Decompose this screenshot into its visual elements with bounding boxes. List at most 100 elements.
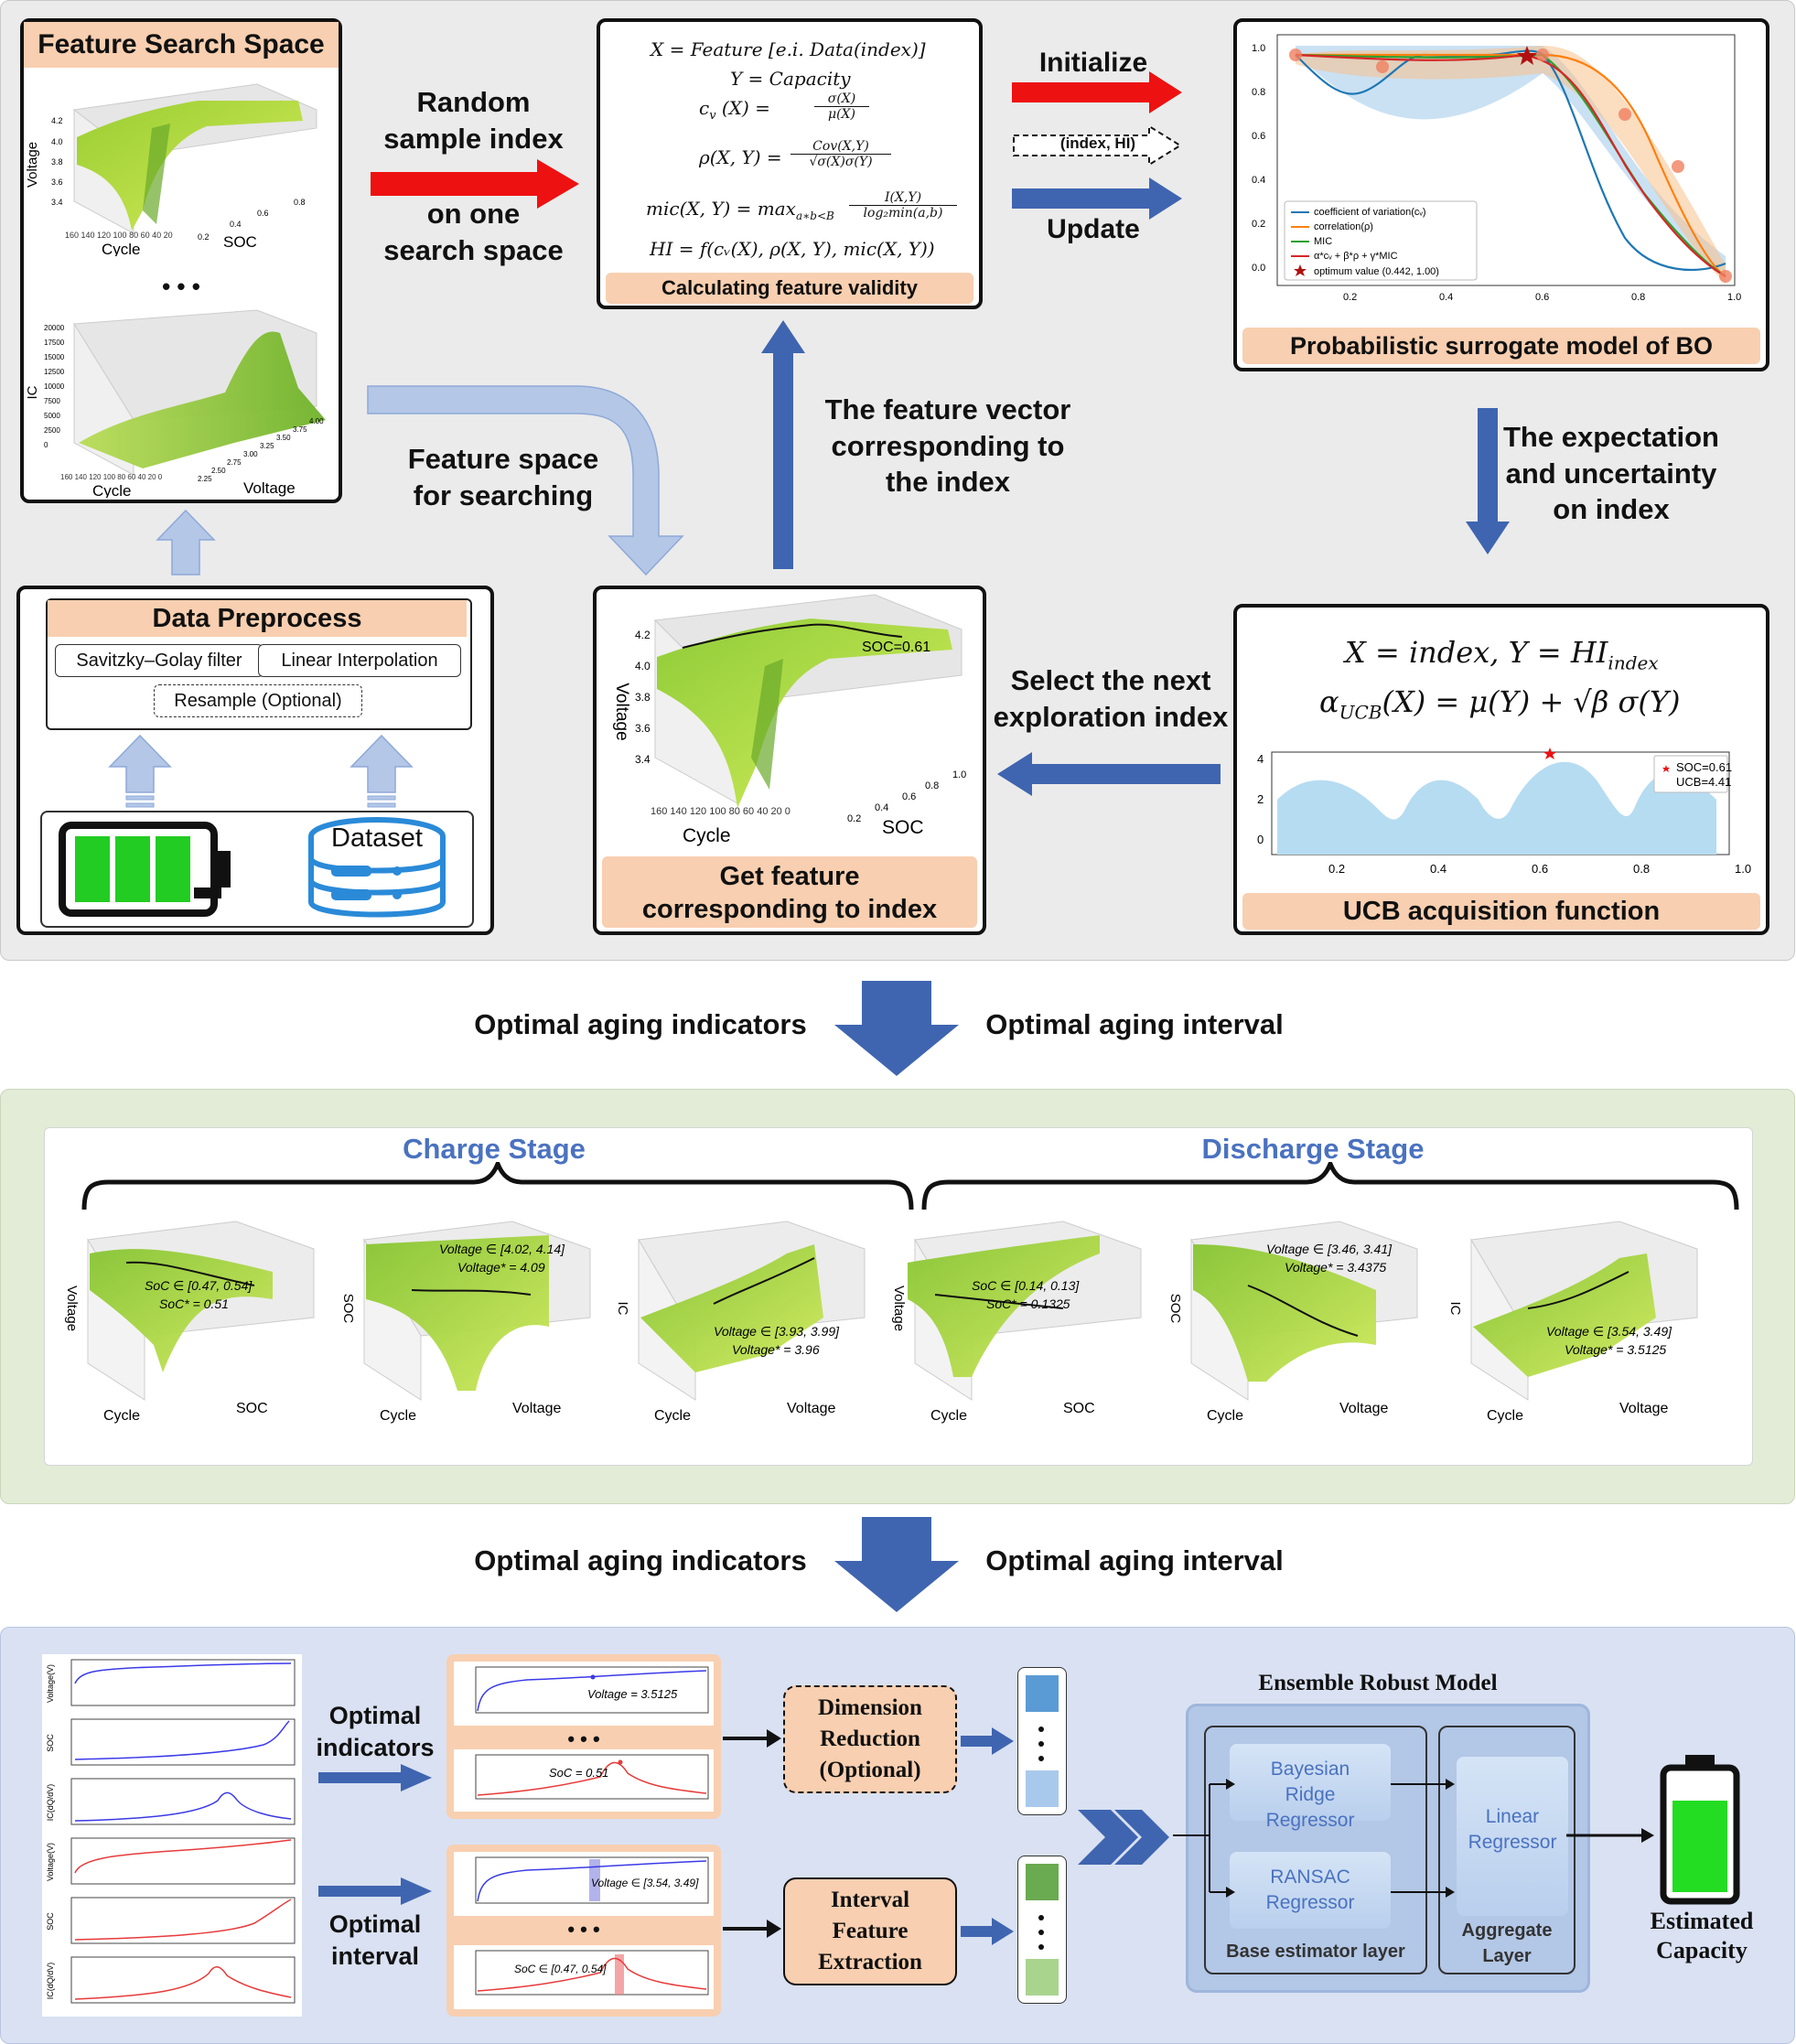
curve-plot-5-ylabel: SOC — [46, 1912, 55, 1931]
transition1-left: Optimal aging indicators — [474, 1008, 807, 1040]
stage-plot-3-zlabel: IC — [615, 1302, 630, 1316]
base-estimator-frame — [1204, 1726, 1427, 1974]
dataset-icon — [308, 817, 446, 918]
search-space-plot-ic: IC Cycle Voltage 160 140 120 100 80 60 4… — [25, 309, 326, 498]
bo-xtick-0: 0.2 — [1343, 292, 1357, 303]
curve-plot-1: Voltage(V) — [46, 1659, 296, 1706]
select-next-line1: Select the next — [1010, 664, 1211, 696]
ucb-curve — [1277, 761, 1716, 855]
random-sample-line1: Random — [416, 86, 531, 118]
selected-voltage-text: Voltage = 3.5125 — [587, 1687, 678, 1701]
stage-plot-1-xlabel: Cycle — [103, 1408, 140, 1424]
bayesian-ridge-box: Bayesian Ridge Regressor — [1230, 1744, 1391, 1831]
estimated-line1: Estimated — [1650, 1908, 1754, 1934]
bo-line-combo — [1295, 53, 1726, 277]
stage-plot-1-ann1: SoC ∈ [0.47, 0.54] — [145, 1278, 253, 1293]
stage-plot-2-ann2: Voltage* = 4.09 — [457, 1260, 545, 1275]
gf-zt1: 4.0 — [635, 660, 651, 672]
interval-voltage-text: Voltage ∈ [3.54, 3.49] — [591, 1877, 699, 1889]
select-next-line2: exploration index — [993, 700, 1229, 733]
aggregate-frame — [1438, 1726, 1576, 1974]
ic-yt1: 2.50 — [211, 467, 226, 475]
bo-xtick-4: 1.0 — [1727, 292, 1741, 303]
transition1-arrow — [834, 981, 959, 1076]
random-sample-line2: sample index — [383, 122, 564, 155]
feature-vector-line3: the index — [885, 466, 1011, 499]
bo-legend-mic: MIC — [1314, 236, 1332, 247]
discharge-stage-title: Discharge Stage — [1201, 1133, 1425, 1165]
bo-legend-combo: α*cᵥ + β*ρ + γ*MIC — [1314, 251, 1398, 262]
index-hi-label: (index, HI) — [1059, 134, 1136, 152]
random-sample-line3: on one — [426, 198, 521, 230]
get-feature-soc-line — [682, 623, 903, 649]
calc-validity-box: X = Feature [e.i. Data(index)] Y = Capac… — [597, 18, 983, 309]
curve-plot-6: IC(dQ/dV) — [46, 1956, 296, 2004]
get-feature-xticks: 160 140 120 100 80 60 40 20 0 — [651, 806, 790, 817]
resample-chip: Resample (Optional) — [154, 684, 362, 717]
stage-plot-5-ylabel: Voltage — [1339, 1401, 1388, 1416]
dimension-line2: Reduction — [820, 1727, 920, 1751]
bo-ytick-3: 0.4 — [1252, 175, 1265, 186]
gf-yt1: 0.4 — [875, 802, 888, 813]
select-next-label: Select the next exploration index — [983, 662, 1239, 735]
curve-plot-2-ylabel: SOC — [46, 1734, 55, 1752]
ucb-eq1-sub: index — [1608, 651, 1659, 674]
stage-plot-5-xlabel: Cycle — [1207, 1408, 1243, 1424]
savitzky-golay-chip: Savitzky–Golay filter — [55, 644, 263, 677]
eq-cv-num: σ(X) — [814, 91, 869, 107]
ic-yt7: 4.00 — [309, 417, 324, 425]
eq-cv-lhs: c — [699, 97, 710, 119]
stage-plot-6-zlabel: IC — [1447, 1302, 1463, 1316]
ransac-box: RANSAC Regressor — [1230, 1852, 1391, 1929]
gf-zt4: 3.4 — [635, 753, 651, 766]
feature-search-space-title: Feature Search Space — [24, 22, 339, 68]
feature-vector-up-arrow — [761, 320, 805, 569]
ic-zt1: 17500 — [44, 339, 65, 347]
estimated-capacity-label: Estimated Capacity — [1619, 1907, 1784, 1965]
expectation-line3: on index — [1553, 493, 1670, 526]
bo-yticks: 1.0 0.8 0.6 0.4 0.2 0.0 — [1252, 43, 1265, 274]
aggregate-label: Aggregate Layer — [1461, 1920, 1553, 1966]
stage-plot-1-zlabel: Voltage — [64, 1286, 80, 1331]
interval-feature-line3: Extraction — [818, 1950, 922, 1974]
eq-rho: ρ(X, Y) = Cov(X,Y) √σ(X)σ(Y) — [699, 139, 891, 187]
bo-ytick-4: 0.2 — [1252, 219, 1265, 230]
stage-plot-3-ann2: Voltage* = 3.96 — [732, 1342, 820, 1357]
random-sample-label: Random sample index — [352, 84, 595, 156]
expectation-line1: The expectation — [1503, 421, 1719, 453]
interval-feature-box: Interval Feature Extraction — [783, 1877, 957, 1985]
feature-vector-line1: The feature vector — [824, 393, 1071, 425]
calc-validity-title: Calculating feature validity — [606, 273, 973, 304]
index-hi-arrow — [1013, 124, 1182, 167]
stage-plot-2-ylabel: Voltage — [512, 1401, 561, 1416]
stage-plot-4-ylabel: SOC — [1063, 1401, 1095, 1416]
expectation-arrow — [1466, 408, 1510, 554]
interval-soc-text: SoC ∈ [0.47, 0.54] — [514, 1963, 607, 1975]
eq-mic-lhs: mic(X, Y) = max — [646, 198, 796, 220]
ucb-legend-soc: SOC=0.61 — [1676, 760, 1732, 774]
feature-vector-label: The feature vector corresponding to the … — [801, 392, 1094, 500]
selected-soc-text: SoC = 0.51 — [549, 1766, 608, 1780]
stage-plot-2-xlabel: Cycle — [380, 1408, 416, 1424]
ucb-legend-ucb: UCB=4.41 — [1676, 775, 1731, 789]
zt4: 3.6 — [51, 178, 63, 187]
zt1: 4.2 — [51, 116, 63, 125]
ic-yt5: 3.50 — [276, 434, 291, 442]
ucb-eq2-lhs: α — [1319, 684, 1339, 719]
ic-zt4: 10000 — [44, 382, 65, 391]
ucb-eq2: αUCB(X) = μ(Y) + √β σ(Y) — [1319, 684, 1680, 723]
stage-plot-5-ann2: Voltage* = 3.4375 — [1285, 1260, 1386, 1275]
search-space-label: on one search space — [352, 196, 595, 268]
bo-line-mic — [1295, 53, 1726, 277]
eq-mic-sub: a∗b<B — [795, 210, 834, 222]
random-sample-line4: search space — [383, 233, 564, 266]
eq-cv-rest: (X) = — [721, 97, 770, 119]
search-space-plot-voltage-zlabel: Voltage — [25, 142, 40, 188]
ucb-eq2-rest: (X) = μ(Y) + √β σ(Y) — [1382, 684, 1681, 719]
ucb-xticks: 0.2 0.4 0.6 0.8 1.0 — [1328, 862, 1751, 876]
selected-ic-plot: SoC = 0.51 — [454, 1749, 714, 1812]
get-feature-title: Get feature corresponding to index — [602, 856, 977, 928]
curve-plot-4-ylabel: Voltage(V) — [46, 1843, 55, 1881]
bo-ytick-2: 0.6 — [1252, 131, 1265, 142]
initialize-arrow — [1012, 71, 1182, 113]
